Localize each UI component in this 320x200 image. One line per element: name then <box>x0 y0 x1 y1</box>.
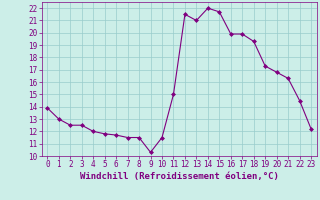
X-axis label: Windchill (Refroidissement éolien,°C): Windchill (Refroidissement éolien,°C) <box>80 172 279 181</box>
